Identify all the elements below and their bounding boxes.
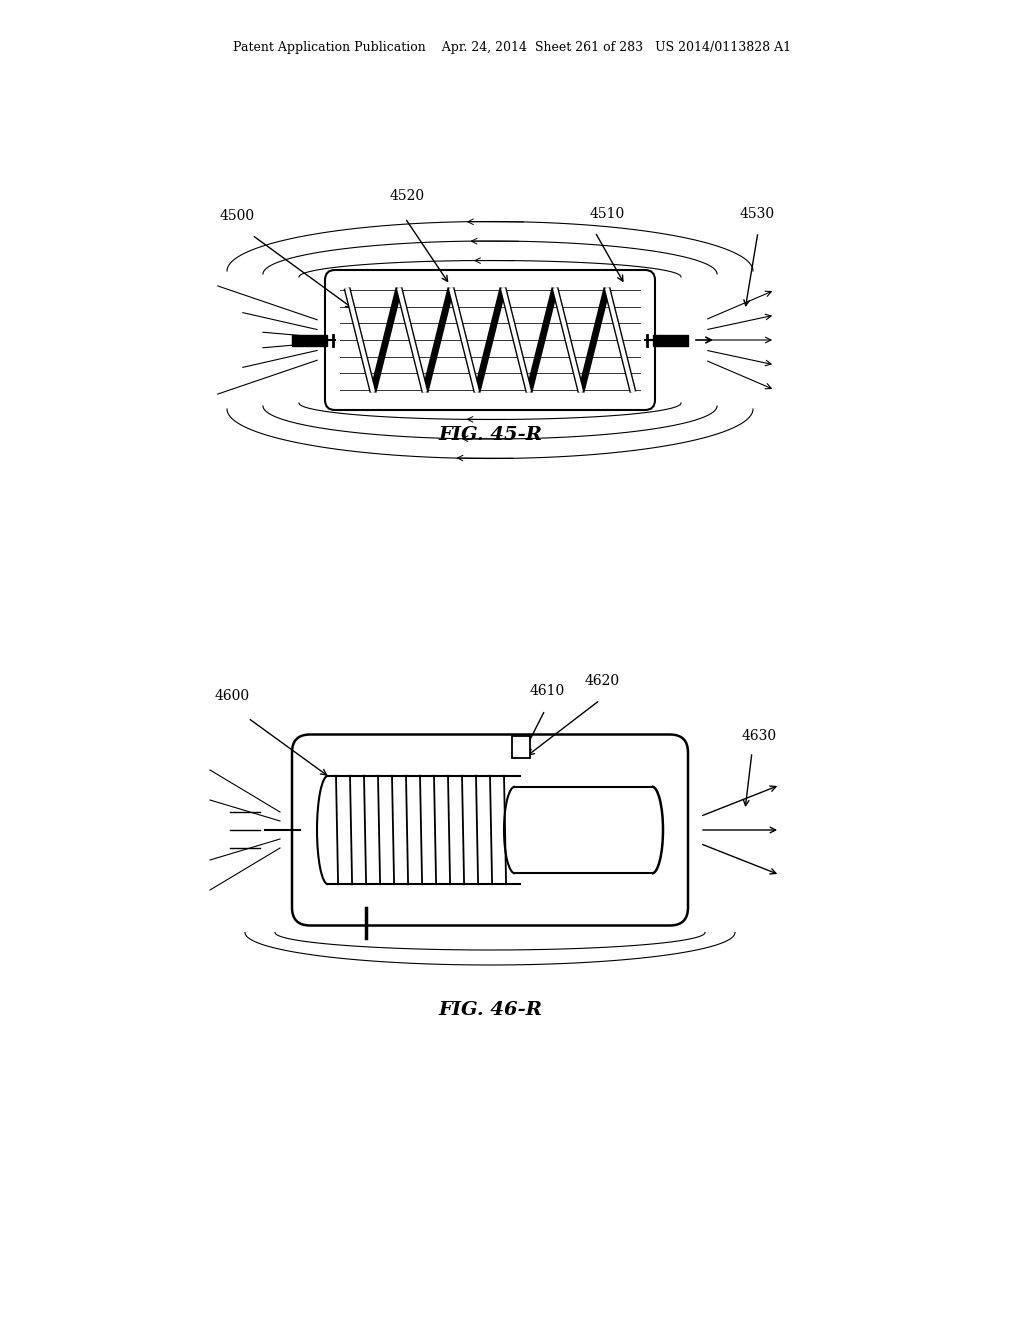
Text: FIG. 45-R: FIG. 45-R xyxy=(438,426,542,444)
FancyBboxPatch shape xyxy=(292,734,688,925)
Text: 4620: 4620 xyxy=(585,675,621,688)
Text: 4600: 4600 xyxy=(215,689,250,704)
Text: 4630: 4630 xyxy=(742,729,777,743)
Text: 4530: 4530 xyxy=(740,207,775,220)
Text: Patent Application Publication    Apr. 24, 2014  Sheet 261 of 283   US 2014/0113: Patent Application Publication Apr. 24, … xyxy=(232,41,792,54)
Text: 4610: 4610 xyxy=(530,684,565,698)
Bar xyxy=(512,735,530,758)
Text: 4510: 4510 xyxy=(590,207,626,220)
FancyBboxPatch shape xyxy=(325,271,655,411)
Text: 4520: 4520 xyxy=(390,189,425,203)
Bar xyxy=(292,334,327,346)
Text: FIG. 46-R: FIG. 46-R xyxy=(438,1001,542,1019)
Bar xyxy=(653,334,688,346)
Text: 4500: 4500 xyxy=(220,209,255,223)
